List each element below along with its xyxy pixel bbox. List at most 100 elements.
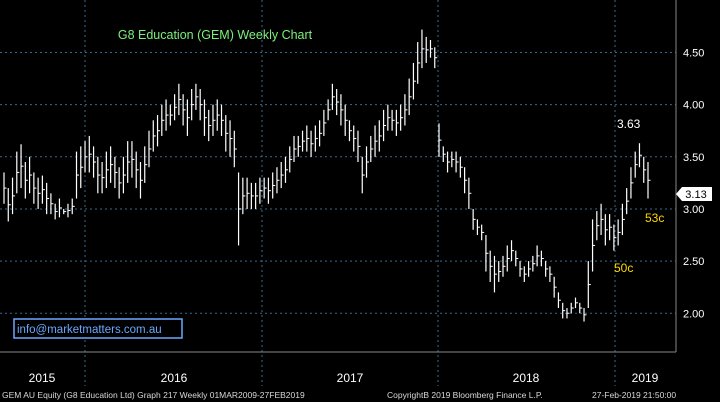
price-bar xyxy=(566,308,570,319)
price-bar xyxy=(425,36,429,63)
price-bar xyxy=(101,162,105,194)
footer-timestamp: 27-Feb-2019 21:50:00 xyxy=(592,390,677,400)
x-year-label: 2017 xyxy=(337,371,364,385)
price-bar xyxy=(306,125,310,152)
price-bar xyxy=(382,109,387,142)
price-bar xyxy=(476,219,480,236)
price-bar xyxy=(412,62,416,100)
price-bar xyxy=(178,83,182,116)
last-price-tag: 3.13 xyxy=(676,187,712,201)
price-bar xyxy=(88,135,92,173)
y-tick-label: 3.50 xyxy=(683,152,704,164)
price-bar xyxy=(237,172,242,246)
price-bar xyxy=(135,151,139,189)
price-bar xyxy=(289,146,293,173)
price-bar xyxy=(297,135,301,157)
y-tick-label: 4.00 xyxy=(683,100,704,112)
price-bar xyxy=(348,120,352,142)
price-bar xyxy=(148,130,152,168)
price-bar xyxy=(459,156,463,178)
x-year-label: 2018 xyxy=(513,371,540,385)
price-bar xyxy=(284,156,288,183)
price-bar xyxy=(596,211,600,241)
price-bar xyxy=(118,167,122,199)
price-bar xyxy=(144,146,148,183)
price-bar xyxy=(195,83,199,110)
price-bar xyxy=(92,146,97,178)
x-year-label: 2019 xyxy=(632,371,659,385)
price-bar xyxy=(63,208,67,215)
price-bar xyxy=(293,135,297,163)
price-bar xyxy=(301,130,306,152)
price-bar xyxy=(114,156,118,189)
price-bar xyxy=(122,156,126,194)
price-bars xyxy=(3,29,651,322)
price-bar xyxy=(7,188,11,222)
price-bar xyxy=(169,104,173,126)
price-bar xyxy=(20,144,24,189)
price-bar xyxy=(242,177,246,215)
price-bar xyxy=(613,224,617,251)
price-bar xyxy=(549,266,553,282)
price-bar xyxy=(519,261,523,277)
price-bar xyxy=(191,89,195,121)
price-bar xyxy=(562,302,566,319)
price-bar xyxy=(203,99,207,136)
price-bar xyxy=(182,94,186,126)
price-bar xyxy=(395,109,399,136)
price-bar xyxy=(506,245,510,272)
price-bar xyxy=(634,151,638,178)
price-bar xyxy=(540,250,544,267)
price-bar xyxy=(16,151,20,194)
price-bar xyxy=(451,151,455,168)
price-bar xyxy=(434,47,438,69)
price-bar xyxy=(545,261,549,277)
price-bar xyxy=(156,115,161,147)
price-bar xyxy=(532,255,536,272)
y-tick-label: 4.50 xyxy=(683,48,704,60)
price-bar xyxy=(41,175,45,204)
price-bar xyxy=(553,276,557,298)
price-bar xyxy=(374,125,378,157)
x-year-labels: 2015 2016 2017 2018 2019 xyxy=(29,371,659,385)
price-bar xyxy=(609,214,613,241)
price-bar xyxy=(319,120,323,147)
price-bar xyxy=(370,135,374,163)
price-bar xyxy=(357,130,361,163)
price-bar xyxy=(336,89,340,116)
footer-security-info: GEM AU Equity (G8 Education Ltd) Graph 2… xyxy=(2,390,305,400)
price-bar xyxy=(233,130,237,168)
y-tick-label: 2.50 xyxy=(683,256,704,268)
price-bar xyxy=(280,162,284,189)
chart-title: G8 Education (GEM) Weekly Chart xyxy=(118,28,313,42)
source-email: info@marketmatters.com.au xyxy=(17,324,162,336)
price-bar xyxy=(400,104,404,131)
price-bar xyxy=(387,104,391,131)
price-bar xyxy=(378,120,382,152)
source-box: info@marketmatters.com.au xyxy=(13,318,183,339)
price-bar xyxy=(442,146,446,163)
price-bar xyxy=(647,162,651,199)
price-bar xyxy=(327,99,331,121)
price-bar xyxy=(46,182,50,215)
price-bar xyxy=(161,104,165,136)
price-bar xyxy=(50,193,54,215)
annotation-53c: 53c xyxy=(645,211,664,225)
price-bar xyxy=(421,29,425,69)
y-tick-label: 2.00 xyxy=(683,308,704,320)
x-year-label: 2016 xyxy=(161,371,188,385)
price-bar xyxy=(617,219,621,246)
price-bar xyxy=(493,255,497,293)
price-bar xyxy=(37,177,41,209)
price-bar xyxy=(24,162,28,199)
price-bar xyxy=(527,261,532,277)
price-bar xyxy=(638,143,642,168)
price-bar xyxy=(75,151,80,199)
price-bar xyxy=(208,109,212,142)
price-bar xyxy=(408,78,412,116)
price-bar xyxy=(212,104,216,136)
price-bar xyxy=(523,266,527,282)
price-bar xyxy=(186,99,190,136)
price-bar xyxy=(587,261,591,309)
last-price-label: 3.13 xyxy=(685,189,706,201)
